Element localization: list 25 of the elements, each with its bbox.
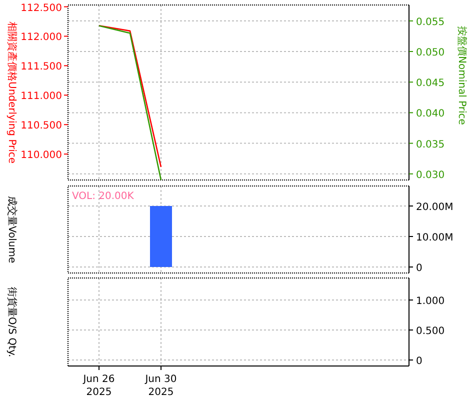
x-tick-label: Jun 30 2025 xyxy=(144,374,177,398)
y2-tick-label: 0.045 xyxy=(416,78,445,90)
y-tick-label: 111.000 xyxy=(20,91,62,102)
y-axis-title: 相關資產價格Underlying Price xyxy=(6,21,18,164)
y-tick-label: 0 xyxy=(416,356,422,367)
y-axis-title: 成交量Volume xyxy=(6,196,18,264)
y-tick-label: 110.500 xyxy=(20,120,62,132)
y-tick-label: 0 xyxy=(416,262,422,274)
annotation: VOL: 20.00K xyxy=(72,191,134,202)
y-axis-title: 街貨量O/S Qty. xyxy=(6,286,18,358)
y2-tick-label: 0.050 xyxy=(416,48,445,59)
y-tick-label: 1.000 xyxy=(416,296,445,308)
y-tick-label: 10.00M xyxy=(416,232,454,244)
x-tick-label: Jun 26 2025 xyxy=(82,374,115,398)
y2-tick-label: 0.030 xyxy=(416,170,445,181)
y-tick-label: 0.500 xyxy=(416,326,445,338)
y-tick-label: 111.500 xyxy=(20,62,62,73)
y-tick-label: 112.500 xyxy=(20,2,62,14)
y-tick-label: 20.00M xyxy=(416,202,454,214)
y2-tick-label: 0.055 xyxy=(416,16,445,28)
y2-axis-title: 按盤價Nominal Price xyxy=(456,26,468,125)
y2-tick-label: 0.040 xyxy=(416,108,445,120)
y2-tick-label: 0.035 xyxy=(416,139,445,150)
y-tick-label: 112.000 xyxy=(20,32,62,44)
y-tick-label: 110.000 xyxy=(20,150,62,162)
